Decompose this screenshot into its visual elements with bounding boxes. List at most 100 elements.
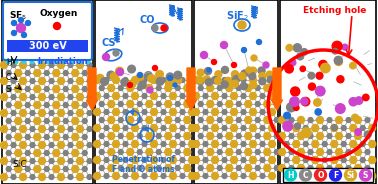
Circle shape [202,109,209,115]
Circle shape [322,141,328,147]
Circle shape [332,41,342,51]
Circle shape [211,140,219,148]
Circle shape [57,157,65,165]
Circle shape [141,109,148,115]
Circle shape [341,173,347,179]
Circle shape [222,141,228,147]
Circle shape [175,85,181,91]
Circle shape [156,165,162,171]
Circle shape [188,172,196,180]
Circle shape [10,158,17,164]
Circle shape [156,101,162,107]
Circle shape [259,78,266,85]
Circle shape [43,86,50,92]
Circle shape [278,132,286,140]
Circle shape [278,148,286,156]
Circle shape [284,125,290,131]
Circle shape [25,150,31,156]
Circle shape [14,101,22,109]
Text: Si: Si [6,85,13,94]
Circle shape [202,173,209,179]
Circle shape [164,100,172,108]
Circle shape [225,132,234,140]
Circle shape [363,94,369,101]
Circle shape [0,109,8,117]
Circle shape [239,73,246,80]
Circle shape [284,112,290,119]
Circle shape [103,141,110,147]
Circle shape [322,125,328,131]
Circle shape [249,92,257,100]
Circle shape [198,165,204,171]
Circle shape [235,133,242,139]
Circle shape [308,72,315,79]
Circle shape [164,116,172,124]
Circle shape [169,124,177,132]
Circle shape [175,133,181,139]
Circle shape [225,116,234,124]
Circle shape [307,149,314,155]
Circle shape [14,117,22,125]
Circle shape [33,117,42,125]
Circle shape [25,20,31,26]
Circle shape [316,148,324,156]
Circle shape [82,70,88,76]
Text: O: O [317,171,324,180]
Circle shape [156,70,163,78]
Circle shape [288,165,294,171]
Circle shape [152,66,158,70]
Circle shape [136,133,143,139]
Circle shape [121,78,129,86]
Circle shape [144,72,152,79]
Circle shape [217,149,223,155]
Circle shape [335,148,343,156]
Circle shape [160,77,167,83]
Circle shape [249,124,257,132]
Circle shape [63,86,69,92]
Text: C: C [6,73,11,82]
Circle shape [116,68,124,75]
Circle shape [188,76,196,84]
Circle shape [93,76,101,84]
Circle shape [217,165,223,171]
Circle shape [43,118,50,124]
Circle shape [38,77,46,85]
Circle shape [211,124,219,132]
Circle shape [126,116,135,124]
Circle shape [174,76,182,84]
Circle shape [76,77,84,85]
Circle shape [86,158,93,164]
Circle shape [25,102,31,108]
Circle shape [169,140,177,148]
Circle shape [364,131,371,138]
Circle shape [240,141,247,147]
Circle shape [71,149,79,157]
Circle shape [222,77,228,83]
Circle shape [284,141,290,147]
Circle shape [359,169,372,181]
Circle shape [316,116,324,124]
Circle shape [231,71,239,78]
Circle shape [52,101,60,109]
Circle shape [6,86,12,92]
Circle shape [198,149,204,155]
Circle shape [99,165,105,171]
Circle shape [230,140,238,148]
Circle shape [259,141,266,147]
Circle shape [76,93,84,101]
Circle shape [150,92,158,100]
Circle shape [156,133,162,139]
Circle shape [99,101,105,107]
Circle shape [224,77,231,84]
Circle shape [287,103,296,112]
Circle shape [197,78,204,85]
Circle shape [206,84,214,92]
Circle shape [103,173,110,179]
Circle shape [212,59,217,65]
Circle shape [322,173,328,179]
Circle shape [127,82,133,88]
Circle shape [6,59,11,65]
Circle shape [330,156,338,164]
Circle shape [145,132,153,140]
Circle shape [183,164,191,172]
